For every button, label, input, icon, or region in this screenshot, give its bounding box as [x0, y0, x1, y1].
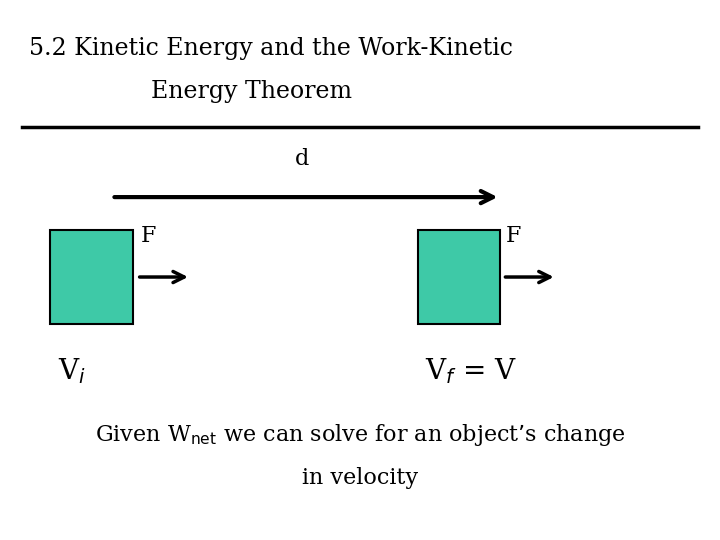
Bar — [50, 230, 133, 324]
Text: F: F — [140, 225, 156, 247]
Text: V$_f$ = V: V$_f$ = V — [425, 356, 516, 386]
Text: F: F — [506, 225, 521, 247]
Text: 5.2 Kinetic Energy and the Work-Kinetic: 5.2 Kinetic Energy and the Work-Kinetic — [29, 37, 513, 60]
Text: Energy Theorem: Energy Theorem — [151, 80, 353, 103]
Bar — [418, 230, 500, 324]
Text: V$_i$: V$_i$ — [58, 356, 86, 386]
Text: in velocity: in velocity — [302, 467, 418, 489]
Text: Given W$_{\rm net}$ we can solve for an object’s change: Given W$_{\rm net}$ we can solve for an … — [94, 422, 626, 448]
Text: d: d — [295, 148, 310, 170]
